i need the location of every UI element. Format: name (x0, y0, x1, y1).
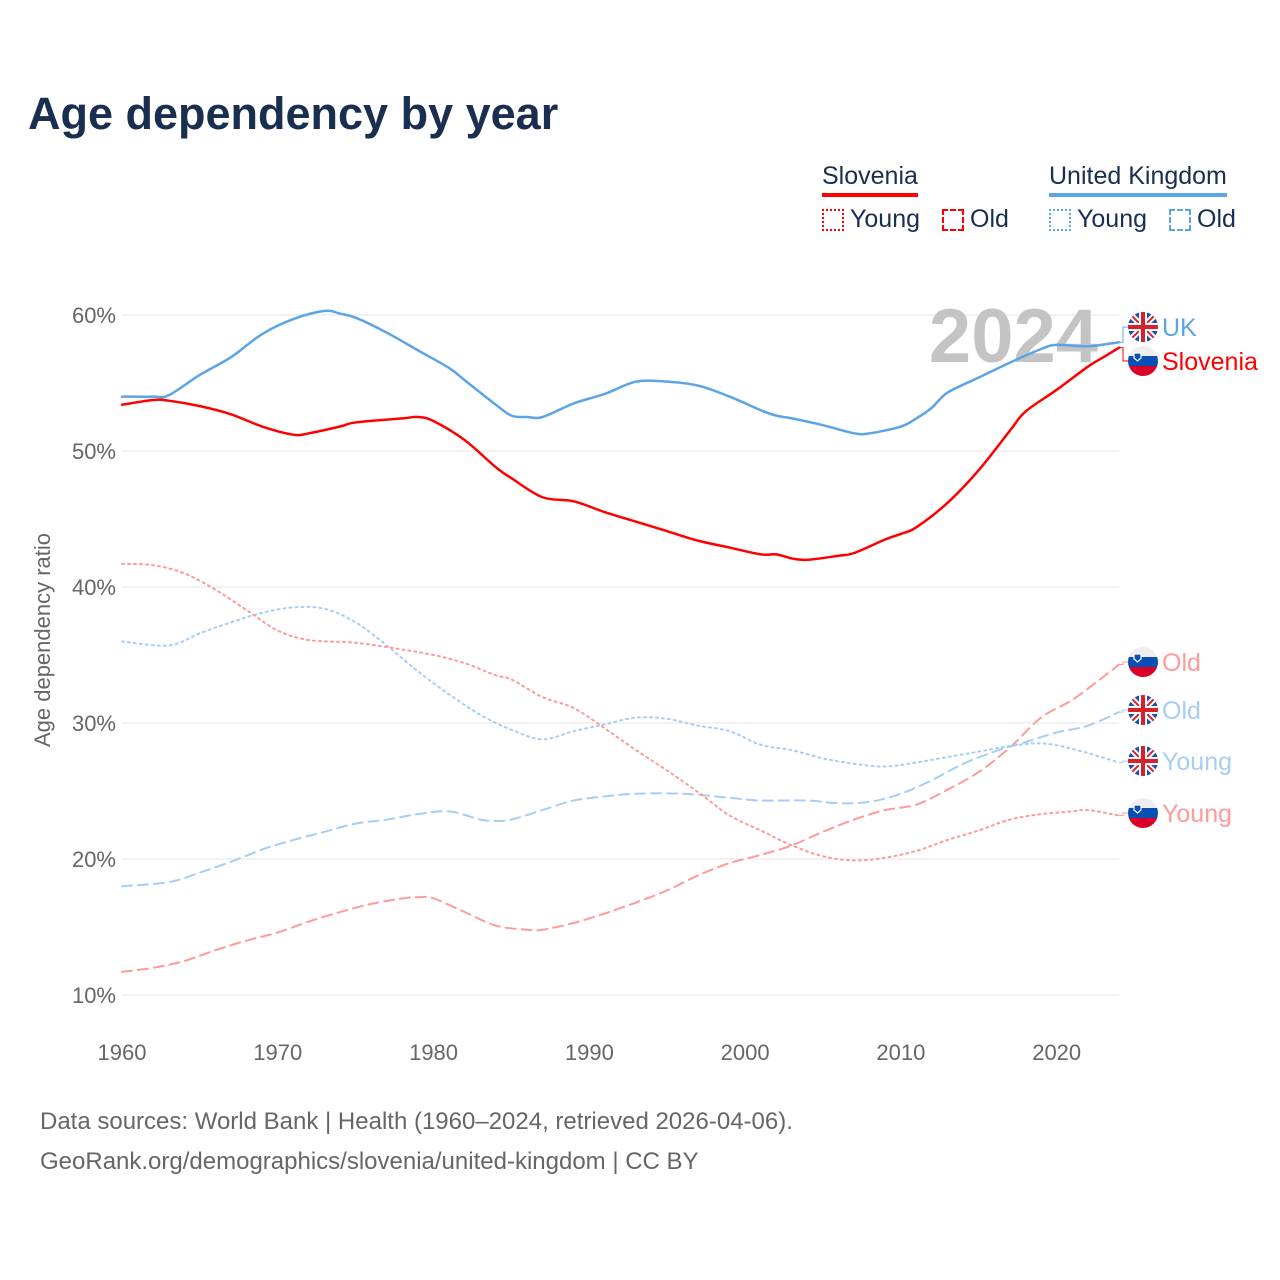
legend-label: Old (1197, 205, 1236, 233)
x-tick-label: 1990 (565, 1040, 614, 1065)
uk-flag-icon (1128, 746, 1158, 776)
legend-slovenia-old[interactable]: Old (942, 205, 1009, 234)
x-tick-label: 2020 (1032, 1040, 1081, 1065)
flag-white (1128, 798, 1158, 808)
dotted-swatch-icon (822, 208, 844, 231)
series-line-united-kingdom-solid[interactable] (120, 309, 1121, 436)
series-end-label: Slovenia (1162, 348, 1258, 376)
series-line-united-kingdom-dotted[interactable] (121, 605, 1120, 768)
x-tick-label: 1980 (409, 1040, 458, 1065)
flag-coat-of-arms (1133, 653, 1142, 663)
flag-blue (1128, 657, 1158, 667)
y-tick-label: 10% (72, 983, 116, 1008)
legend-uk-old[interactable]: Old (1169, 205, 1236, 234)
label-connector (1119, 326, 1128, 343)
flag-white (1128, 346, 1158, 356)
label-connector (1119, 812, 1128, 816)
flag-coat-of-arms (1133, 804, 1142, 814)
series-line-slovenia-dotted[interactable] (121, 562, 1120, 862)
y-axis-label: Age dependency ratio (30, 533, 55, 747)
series-line-slovenia-dashed[interactable] (121, 663, 1120, 973)
y-tick-label: 50% (72, 439, 116, 464)
flag-coat-of-arms (1133, 352, 1142, 362)
flag-cross-red (1128, 312, 1158, 342)
flag-red (1128, 818, 1158, 828)
label-connector (1119, 709, 1128, 713)
flag-blue (1128, 356, 1158, 366)
uk-flag-icon (1128, 695, 1158, 725)
label-connector (1119, 760, 1128, 763)
series-end-label: Young (1162, 800, 1232, 828)
y-tick-label: 60% (72, 303, 116, 328)
legend-slovenia[interactable]: Slovenia (822, 162, 918, 197)
legend-label: Young (850, 205, 920, 233)
series-line-slovenia-solid[interactable] (120, 346, 1121, 562)
uk-flag-icon (1128, 312, 1158, 342)
year-watermark: 2024 (929, 294, 1098, 379)
flag-cross-red (1128, 746, 1158, 776)
y-tick-label: 20% (72, 847, 116, 872)
x-tick-label: 1970 (253, 1040, 302, 1065)
slovenia-flag-icon (1128, 798, 1158, 828)
flag-red (1128, 366, 1158, 376)
footer-sources: Data sources: World Bank | Health (1960–… (40, 1108, 793, 1135)
slovenia-flag-icon (1128, 346, 1158, 376)
dashed-swatch-icon (942, 208, 964, 231)
label-connector (1119, 347, 1128, 362)
series-end-label: Old (1162, 649, 1201, 677)
footer-url[interactable]: GeoRank.org/demographics/slovenia/united… (40, 1148, 699, 1175)
x-tick-label: 2000 (721, 1040, 770, 1065)
y-tick-label: 40% (72, 575, 116, 600)
legend-slovenia-young[interactable]: Young (822, 205, 920, 234)
series-end-label: UK (1162, 314, 1197, 342)
series-end-label: Young (1162, 748, 1232, 776)
dotted-swatch-icon (1049, 208, 1071, 231)
slovenia-flag-icon (1128, 647, 1158, 677)
flag-white (1128, 647, 1158, 657)
x-tick-label: 1960 (98, 1040, 147, 1065)
x-tick-label: 2010 (876, 1040, 925, 1065)
chart-title: Age dependency by year (28, 88, 559, 139)
label-connector (1119, 661, 1128, 666)
series-line-united-kingdom-dashed[interactable] (121, 711, 1120, 888)
dashed-swatch-icon (1169, 208, 1191, 231)
y-tick-label: 30% (72, 711, 116, 736)
flag-red (1128, 667, 1158, 677)
flag-blue (1128, 808, 1158, 818)
legend-label: Old (970, 205, 1009, 233)
legend-uk-young[interactable]: Young (1049, 205, 1147, 234)
legend-united-kingdom[interactable]: United Kingdom (1049, 162, 1227, 197)
flag-cross-red (1128, 695, 1158, 725)
legend-label: Young (1077, 205, 1147, 233)
series-end-label: Old (1162, 697, 1201, 725)
